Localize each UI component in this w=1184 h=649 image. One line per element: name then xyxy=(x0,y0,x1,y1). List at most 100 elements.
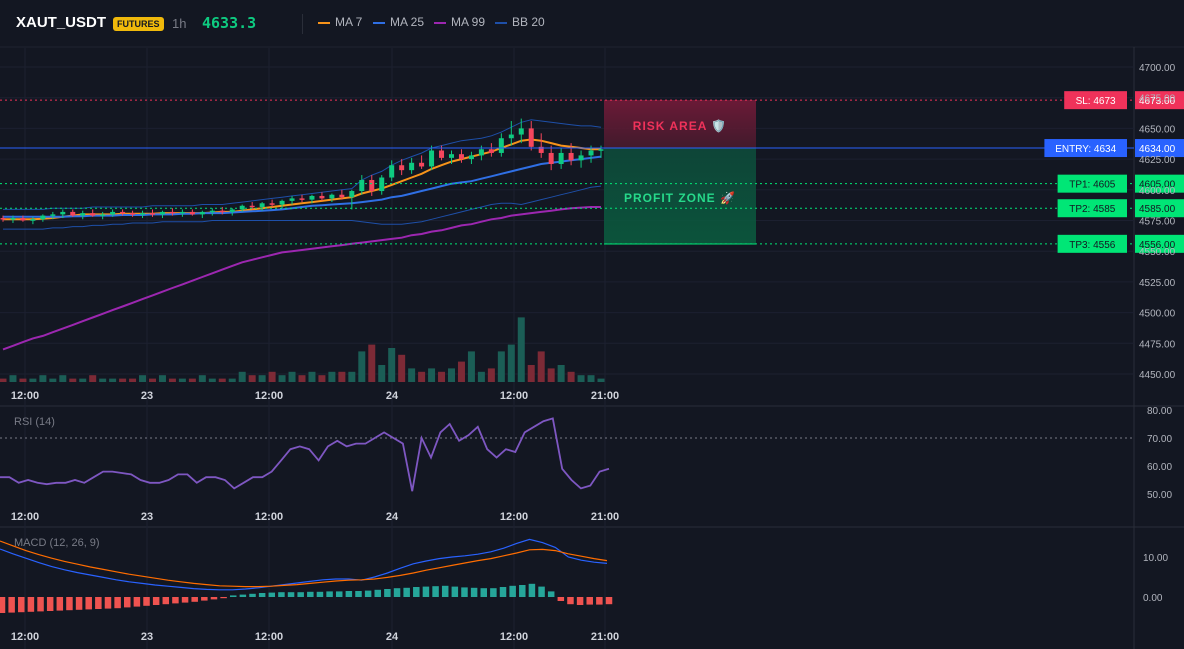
level-badge[interactable] xyxy=(1057,174,1127,193)
macd-histogram-bar xyxy=(75,597,83,610)
level-badge[interactable] xyxy=(1057,234,1127,253)
price-tick-label: 4450.00 xyxy=(1139,370,1176,381)
level-axis-badge xyxy=(1135,91,1184,110)
volume-bar xyxy=(0,378,7,382)
axes: 4450.00 4475.00 4500.00 4525.00 4550.00 4575.… xyxy=(11,63,1176,643)
macd-histogram-bar xyxy=(461,587,468,597)
volume-bar xyxy=(497,351,505,382)
price-tick-label: 4525.00 xyxy=(1139,278,1176,289)
candle-body xyxy=(60,211,66,215)
candle-body xyxy=(279,200,285,205)
volume-bar xyxy=(158,375,166,382)
volume-bar xyxy=(328,371,336,382)
macd-histogram-bar xyxy=(287,592,295,597)
risk-zone xyxy=(604,100,756,148)
rsi-line xyxy=(0,417,610,492)
volume-bar xyxy=(537,351,545,382)
macd-histogram-bar xyxy=(586,597,593,605)
volume-bar xyxy=(89,375,97,382)
level-axis-value: 4605.00 xyxy=(1139,180,1176,191)
volume-bar xyxy=(527,365,535,382)
legend-ma25-swatch xyxy=(373,21,385,24)
series-ma-99 xyxy=(2,206,601,351)
macd-histogram-bar xyxy=(307,591,314,597)
volume-bar xyxy=(467,351,475,382)
rsi-pane: RSI (14) xyxy=(0,416,1134,492)
volume-bar xyxy=(59,375,67,382)
volume-bar xyxy=(438,371,446,382)
candle-body xyxy=(239,205,245,210)
level-axis-badge xyxy=(1135,139,1184,158)
candle-body xyxy=(518,128,524,135)
candle-body xyxy=(219,210,225,213)
header-divider xyxy=(302,14,303,34)
macd-histogram-bar xyxy=(229,595,237,597)
candle-body xyxy=(179,211,185,214)
candle-body xyxy=(588,150,594,156)
level-badge-label: SL: 4673 xyxy=(1076,96,1116,107)
volume-bar xyxy=(79,378,87,382)
futures-badge: FUTURES xyxy=(113,17,164,31)
candle-body xyxy=(548,152,554,165)
legend-ma7[interactable]: MA 7 xyxy=(318,15,362,29)
volume-bar xyxy=(418,371,426,382)
macd-histogram-bar xyxy=(499,587,507,597)
level-axis-value: 4673.00 xyxy=(1139,96,1176,107)
macd-histogram-bar xyxy=(239,594,247,597)
volume-bar xyxy=(477,371,485,382)
rsi-tick-label: 80.00 xyxy=(1147,406,1172,417)
volume-bar xyxy=(139,375,147,382)
timeframe-label[interactable]: 1h xyxy=(172,16,187,31)
macd-histogram-bar xyxy=(181,597,189,603)
candle-body xyxy=(80,213,86,216)
rsi-tick-label: 60.00 xyxy=(1147,462,1172,473)
candle-body xyxy=(478,149,484,156)
series-bb-20-lower xyxy=(3,185,602,230)
candle-body xyxy=(199,211,205,215)
volume-bar xyxy=(597,378,605,382)
volume-bar xyxy=(398,354,406,382)
volume-bar xyxy=(9,375,17,382)
symbol-name[interactable]: XAUT_USDT xyxy=(16,14,107,31)
macd-histogram-bar xyxy=(152,597,160,605)
profit-zone-label: PROFIT ZONE 🚀 xyxy=(624,191,736,205)
volume-bar xyxy=(487,368,495,382)
volume-bar xyxy=(39,375,47,382)
volume-bar xyxy=(308,371,316,382)
time-tick-label: 12:00 xyxy=(255,511,283,523)
time-tick-label: 24 xyxy=(386,390,399,402)
candle-body xyxy=(209,210,215,213)
rsi-title: RSI (14) xyxy=(14,416,55,428)
candle-body xyxy=(558,152,564,165)
macd-histogram-bar xyxy=(210,597,218,600)
time-tick-label: 24 xyxy=(386,511,399,523)
candle-body xyxy=(449,154,454,158)
level-badge[interactable] xyxy=(1057,199,1127,218)
price-tick-label: 4600.00 xyxy=(1139,186,1176,197)
candle-body xyxy=(409,162,415,171)
legend-ma99-swatch xyxy=(434,21,446,24)
time-tick-label: 12:00 xyxy=(11,631,39,643)
time-tick-label: 21:00 xyxy=(591,390,619,402)
macd-histogram-bar xyxy=(470,587,478,597)
legend-bb20[interactable]: BB 20 xyxy=(495,15,545,29)
time-tick-label: 23 xyxy=(141,511,153,523)
volume-bar xyxy=(218,378,226,382)
candle-body xyxy=(20,218,26,221)
time-tick-label: 12:00 xyxy=(500,511,528,523)
price-tick-label: 4550.00 xyxy=(1139,247,1176,258)
trade-zones: RISK AREA 🛡️ PROFIT ZONE 🚀 xyxy=(604,100,756,245)
candle-body xyxy=(309,195,315,200)
legend-ma25[interactable]: MA 25 xyxy=(373,15,424,29)
volume-bar xyxy=(298,375,306,382)
volume-bar xyxy=(248,375,256,382)
candle-body xyxy=(329,194,335,199)
candle-body xyxy=(439,150,445,158)
candle-body xyxy=(339,194,345,198)
candle-body xyxy=(488,149,494,153)
macd-histogram-bar xyxy=(95,597,102,609)
legend-ma99[interactable]: MA 99 xyxy=(434,15,485,29)
level-badge[interactable] xyxy=(1044,139,1127,158)
level-badge[interactable] xyxy=(1064,91,1127,110)
